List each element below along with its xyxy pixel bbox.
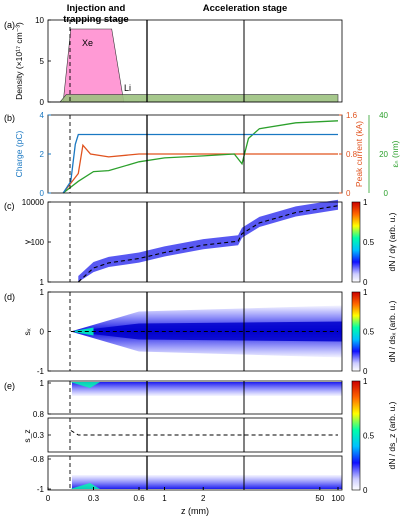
panel-a-panel-label: (a) bbox=[4, 20, 15, 30]
panel-c-ytick-label-1: 100 bbox=[31, 238, 45, 247]
panel-b-ytick-right1-label-1: 0.8 bbox=[346, 150, 358, 159]
panel-e-top-frame bbox=[47, 380, 343, 415]
panel-a-ytick-label-0: 0 bbox=[40, 98, 45, 107]
panel-d-colorbar-label: dN / dsₓ (arb. u.) bbox=[387, 300, 397, 362]
xtick-label-1-1: 2 bbox=[201, 494, 206, 503]
panel-d-colorbar-tick-1: 0.5 bbox=[363, 328, 375, 337]
peak-current-line bbox=[62, 143, 338, 194]
panel-b-ytick-left-label-0: 0 bbox=[40, 189, 45, 198]
panel-e-ylabel: s_z bbox=[22, 429, 32, 442]
panel-e-colorbar-tick-2: 1 bbox=[363, 377, 368, 386]
panel-d-colorbar bbox=[351, 291, 361, 372]
panel-d-panel-label: (d) bbox=[4, 292, 15, 302]
panel-d-ytick-label-0: -1 bbox=[37, 367, 45, 376]
panel-c-ytick-label-2: 10000 bbox=[22, 198, 45, 207]
panel-b-ytick-right2-label-1: 20 bbox=[379, 150, 388, 159]
panel-c-panel-label: (c) bbox=[4, 201, 15, 211]
stage-label-injection-line1: Injection and bbox=[67, 3, 126, 14]
panel-e-panel-label: (e) bbox=[4, 381, 15, 391]
panel-d-ytick-label-1: 0 bbox=[40, 328, 45, 337]
panel-e-mid-ytick-label-0: 0.3 bbox=[33, 431, 45, 440]
panel-d-colorbar-tick-2: 1 bbox=[363, 288, 368, 297]
xtick-label-2-0: 50 bbox=[315, 494, 324, 503]
panel-b-panel-label: (b) bbox=[4, 113, 15, 123]
panel-c-colorbar-label: dN / dγ (arb. u.) bbox=[387, 212, 397, 271]
sz-mean-curve bbox=[70, 430, 338, 436]
panel-b-ytick-right1-label-0: 0 bbox=[346, 189, 351, 198]
emittance-line bbox=[62, 120, 339, 194]
sz-bottom-peak bbox=[70, 483, 100, 489]
sx-distribution-peak bbox=[70, 327, 94, 336]
panel-e-colorbar-label: dN / ds_z (arb. u.) bbox=[387, 401, 397, 469]
panel-e-colorbar-tick-1: 0.5 bbox=[363, 432, 375, 441]
panel-b-ytick-right2-label-2: 40 bbox=[379, 111, 388, 120]
panel-a-ylabel: Density (×10¹⁷ cm⁻³) bbox=[14, 22, 24, 100]
panel-c-colorbar-tick-2: 1 bbox=[363, 198, 368, 207]
li-density-area bbox=[48, 94, 339, 103]
panel-e-bot-frame bbox=[47, 455, 343, 491]
panel-c-ylabel: γ bbox=[22, 239, 32, 244]
xtick-label-0-1: 0.3 bbox=[88, 494, 100, 503]
panel-d-ylabel: sₓ bbox=[22, 328, 32, 335]
xe-annotation: Xe bbox=[82, 38, 93, 48]
panel-b-ytick-left-label-2: 4 bbox=[40, 111, 45, 120]
panel-c-ytick-label-0: 1 bbox=[40, 278, 45, 287]
panel-e-bot-ytick-label-0: -1 bbox=[37, 485, 45, 494]
x-axis-label: z (mm) bbox=[181, 506, 209, 516]
xtick-label-2-1: 100 bbox=[331, 494, 345, 503]
panel-a-ytick-label-1: 5 bbox=[40, 57, 45, 66]
sz-top-distribution bbox=[72, 382, 342, 396]
panel-c-colorbar bbox=[351, 201, 361, 283]
panel-e-colorbar bbox=[351, 380, 361, 491]
charge-line bbox=[62, 133, 338, 194]
panel-a-ytick-label-2: 10 bbox=[35, 16, 44, 25]
panel-b-ylabel-right1: Peak current (kA) bbox=[354, 121, 364, 187]
panel-e-top-ytick-label-1: 1 bbox=[40, 379, 45, 388]
panel-c-colorbar-tick-1: 0.5 bbox=[363, 238, 375, 247]
panel-b-ylabel-left: Charge (pC) bbox=[14, 130, 24, 177]
panel-e-top-ytick-label-0: 0.8 bbox=[33, 410, 45, 419]
panel-d-ytick-label-2: 1 bbox=[40, 288, 45, 297]
gamma-mean-curve bbox=[77, 205, 339, 283]
panel-b-ytick-right1-label-2: 1.6 bbox=[346, 111, 358, 120]
li-annotation: Li bbox=[124, 83, 131, 93]
xtick-label-0-2: 0.6 bbox=[133, 494, 145, 503]
panel-e-colorbar-tick-0: 0 bbox=[363, 486, 368, 495]
panel-b-ylabel-right2: εₙ (nm) bbox=[390, 140, 400, 167]
panel-b-ytick-right2-label-0: 0 bbox=[384, 189, 389, 198]
panel-b-ytick-left-label-1: 2 bbox=[40, 150, 45, 159]
sz-bottom-distribution bbox=[72, 475, 342, 489]
sz-top-peak bbox=[70, 382, 100, 388]
xtick-label-1-0: 1 bbox=[162, 494, 167, 503]
stage-label-injection-line2: trapping stage bbox=[63, 14, 128, 25]
stage-label-acceleration: Acceleration stage bbox=[203, 3, 287, 14]
panel-e-bot-ytick-label-1: -0.8 bbox=[30, 455, 44, 464]
gamma-distribution bbox=[78, 199, 339, 282]
xtick-label-0-0: 0 bbox=[46, 494, 51, 503]
panel-c-colorbar-tick-0: 0 bbox=[363, 278, 368, 287]
panel-d-colorbar-tick-0: 0 bbox=[363, 367, 368, 376]
